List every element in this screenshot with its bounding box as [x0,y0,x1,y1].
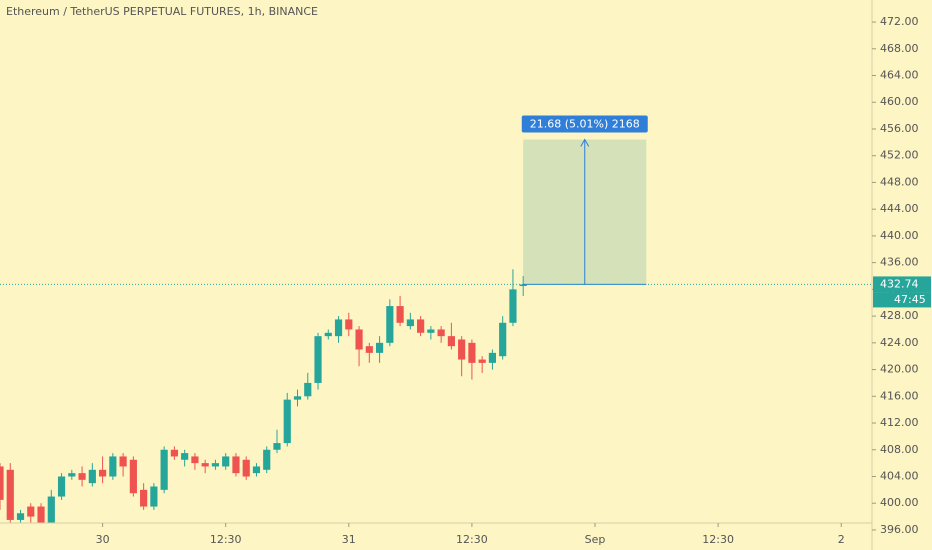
candle-body [140,489,148,507]
candle-body [386,306,394,343]
candle-body [252,466,261,474]
candle-body [150,486,158,507]
y-tick-label: 404.00 [880,469,919,482]
y-tick-label: 460.00 [880,95,919,108]
chart-title: Ethereum / TetherUS PERPETUAL FUTURES, 1… [6,5,318,18]
candle-body [478,359,486,363]
candle-body [88,469,96,484]
candle-body [222,456,230,467]
candle-body [396,306,404,323]
last-price-label: 432.74 [880,277,919,290]
candle-body [263,449,271,470]
candle-body [499,322,507,357]
candle-body [427,329,435,333]
candle-body [119,456,127,467]
candle-body [293,396,302,400]
x-tick-label: 12:30 [456,533,488,546]
y-tick-label: 452.00 [880,149,919,162]
candle-body [201,463,209,467]
countdown-box [873,292,931,308]
candle-body [16,513,25,520]
candle-body [68,473,76,477]
candle-body [468,342,476,363]
candle-body [211,463,220,467]
candle-body [324,332,332,337]
candle-body [417,319,425,333]
y-tick-label: 444.00 [880,202,919,215]
y-tick-label: 416.00 [880,389,919,402]
candle-body [232,456,240,474]
candle-body [191,456,199,464]
candle-body [242,459,250,477]
candle-body [273,443,281,450]
y-tick-label: 396.00 [880,523,919,536]
y-tick-label: 408.00 [880,443,919,456]
candle-body [6,469,14,520]
y-tick-label: 464.00 [880,69,919,82]
countdown-label: 47:45 [894,293,926,306]
measure-label: 21.68 (5.01%) 2168 [530,118,640,131]
x-tick-label: 30 [96,533,110,546]
candle-body [57,476,66,497]
x-tick-label: 31 [342,533,356,546]
candle-body [509,289,517,323]
candle-body [355,329,363,350]
candle-body [0,466,4,500]
y-tick-label: 448.00 [880,175,919,188]
candle-body [437,329,445,337]
candle-body [406,319,414,327]
measure-label-box [521,115,648,133]
candle-body [37,506,45,523]
candle-body [47,496,55,523]
candle-body [160,449,168,490]
y-tick-label: 412.00 [880,416,919,429]
last-price-box [873,276,931,293]
candle-body [334,319,343,337]
y-tick-label: 472.00 [880,15,919,28]
candle-body [458,339,466,360]
y-tick-label: 440.00 [880,229,919,242]
y-tick-label: 468.00 [880,42,919,55]
candle-body [519,284,527,287]
x-tick-label: 12:30 [210,533,242,546]
candle-body [375,342,384,353]
candle-body [129,459,137,494]
x-tick-label: 2 [838,533,845,546]
candle-body [488,352,497,363]
y-tick-label: 456.00 [880,122,919,135]
candle-body [109,456,117,477]
y-tick-label: 400.00 [880,496,919,509]
y-tick-label: 424.00 [880,336,919,349]
plot-area [0,138,647,523]
candle-body [365,346,373,353]
candle-body [345,319,353,330]
candle-body [447,336,455,347]
y-tick-label: 420.00 [880,363,919,376]
x-tick-label: 12:30 [702,533,734,546]
y-tick-label: 428.00 [880,309,919,322]
candle-body [170,449,178,457]
x-tick-label: Sep [585,533,606,546]
candle-body [283,399,291,444]
candle-body [98,469,107,477]
candle-body [181,453,189,460]
y-tick-label: 436.00 [880,256,919,269]
candle-body [304,382,312,397]
candle-body [78,473,86,480]
candle-body [314,336,322,383]
measure-arrowhead [580,138,590,147]
candle-body [27,506,35,517]
